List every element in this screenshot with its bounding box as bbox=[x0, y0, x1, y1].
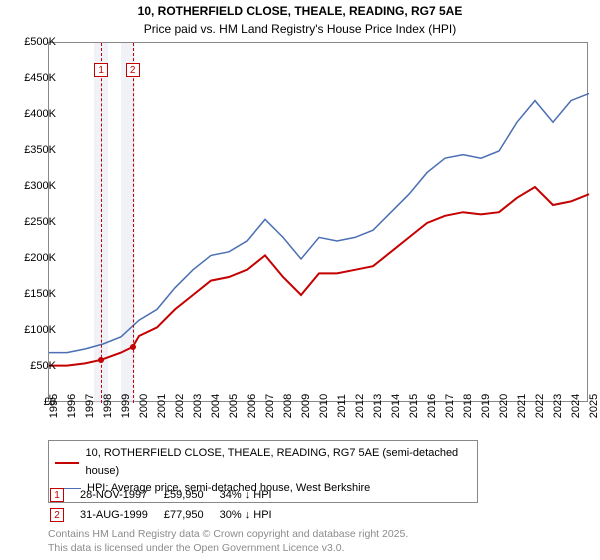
sales-row: 1 28-NOV-1997 £59,950 34% ↓ HPI bbox=[50, 486, 286, 504]
x-axis-label: 2009 bbox=[300, 394, 312, 418]
sale-marker-badge: 2 bbox=[50, 508, 64, 522]
x-axis-label: 2008 bbox=[282, 394, 294, 418]
y-axis-label: £350K bbox=[8, 144, 56, 156]
legend-label-property: 10, ROTHERFIELD CLOSE, THEALE, READING, … bbox=[85, 445, 471, 480]
attribution-line2: This data is licensed under the Open Gov… bbox=[48, 542, 408, 556]
sale-point-dot bbox=[98, 357, 104, 363]
x-axis-label: 1999 bbox=[120, 394, 132, 418]
sale-marker-line bbox=[101, 43, 102, 403]
sale-marker-box: 1 bbox=[94, 63, 108, 77]
x-axis-label: 2022 bbox=[534, 394, 546, 418]
x-axis-label: 2025 bbox=[588, 394, 600, 418]
x-axis-label: 2002 bbox=[174, 394, 186, 418]
x-axis-label: 2010 bbox=[318, 394, 330, 418]
sale-date: 31-AUG-1999 bbox=[80, 506, 162, 524]
sales-table: 1 28-NOV-1997 £59,950 34% ↓ HPI 2 31-AUG… bbox=[48, 484, 288, 526]
sale-delta: 34% ↓ HPI bbox=[220, 486, 286, 504]
x-axis-label: 2004 bbox=[210, 394, 222, 418]
x-axis-label: 2018 bbox=[462, 394, 474, 418]
x-axis-label: 1997 bbox=[84, 394, 96, 418]
x-axis-label: 2017 bbox=[444, 394, 456, 418]
x-axis-label: 2023 bbox=[552, 394, 564, 418]
y-axis-label: £450K bbox=[8, 72, 56, 84]
x-axis-label: 2014 bbox=[390, 394, 402, 418]
x-axis-label: 1996 bbox=[66, 394, 78, 418]
sale-marker-badge: 1 bbox=[50, 488, 64, 502]
chart-plot-area: 12 bbox=[48, 42, 588, 402]
sale-marker-box: 2 bbox=[126, 63, 140, 77]
y-axis-label: £300K bbox=[8, 180, 56, 192]
sale-delta: 30% ↓ HPI bbox=[220, 506, 286, 524]
x-axis-label: 2024 bbox=[570, 394, 582, 418]
y-axis-label: £250K bbox=[8, 216, 56, 228]
legend-swatch-property bbox=[55, 462, 79, 464]
y-axis-label: £50K bbox=[8, 360, 56, 372]
y-axis-label: £500K bbox=[8, 36, 56, 48]
x-axis-label: 2019 bbox=[480, 394, 492, 418]
sale-point-dot bbox=[130, 344, 136, 350]
x-axis-label: 2020 bbox=[498, 394, 510, 418]
attribution: Contains HM Land Registry data © Crown c… bbox=[48, 528, 408, 555]
series-hpi-line bbox=[49, 93, 589, 352]
x-axis-label: 2003 bbox=[192, 394, 204, 418]
sale-price: £59,950 bbox=[164, 486, 218, 504]
x-axis-label: 2016 bbox=[426, 394, 438, 418]
x-axis-label: 1995 bbox=[48, 394, 60, 418]
x-axis-label: 2005 bbox=[228, 394, 240, 418]
y-axis-label: £150K bbox=[8, 288, 56, 300]
x-axis-label: 2001 bbox=[156, 394, 168, 418]
y-axis-label: £200K bbox=[8, 252, 56, 264]
legend-item-property: 10, ROTHERFIELD CLOSE, THEALE, READING, … bbox=[55, 445, 471, 480]
x-axis-label: 2007 bbox=[264, 394, 276, 418]
y-axis-label: £400K bbox=[8, 108, 56, 120]
y-axis-label: £100K bbox=[8, 324, 56, 336]
x-axis-label: 2011 bbox=[336, 394, 348, 418]
x-axis-label: 2013 bbox=[372, 394, 384, 418]
chart-title-line2: Price paid vs. HM Land Registry's House … bbox=[0, 22, 600, 44]
sale-price: £77,950 bbox=[164, 506, 218, 524]
x-axis-label: 2012 bbox=[354, 394, 366, 418]
x-axis-label: 2006 bbox=[246, 394, 258, 418]
chart-title-line1: 10, ROTHERFIELD CLOSE, THEALE, READING, … bbox=[0, 0, 600, 22]
x-axis-label: 2000 bbox=[138, 394, 150, 418]
series-property-line bbox=[49, 187, 589, 366]
x-axis-label: 2021 bbox=[516, 394, 528, 418]
x-axis-label: 2015 bbox=[408, 394, 420, 418]
attribution-line1: Contains HM Land Registry data © Crown c… bbox=[48, 528, 408, 542]
sales-row: 2 31-AUG-1999 £77,950 30% ↓ HPI bbox=[50, 506, 286, 524]
sale-date: 28-NOV-1997 bbox=[80, 486, 162, 504]
x-axis-label: 1998 bbox=[102, 394, 114, 418]
